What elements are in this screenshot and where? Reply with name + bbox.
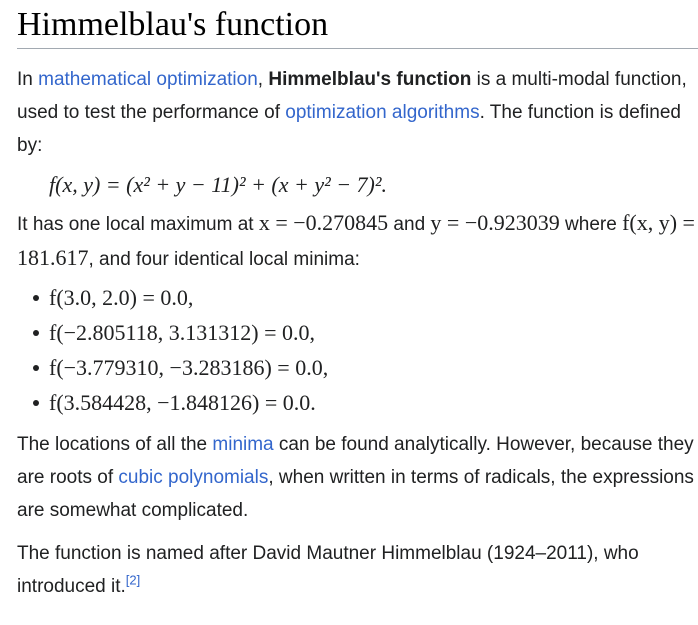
bold-term: Himmelblau's function bbox=[268, 69, 472, 90]
named-paragraph: The function is named after David Mautne… bbox=[17, 543, 639, 597]
max-y-value: y = −0.923039 bbox=[430, 210, 560, 235]
locations-paragraph: The locations of all the minima can be f… bbox=[17, 434, 694, 521]
list-item: f(3.0, 2.0) = 0.0, bbox=[17, 280, 698, 315]
link-optimization-algorithms[interactable]: optimization algorithms bbox=[285, 102, 480, 123]
list-item: f(−2.805118, 3.131312) = 0.0, bbox=[17, 315, 698, 350]
link-minima[interactable]: minima bbox=[212, 434, 274, 455]
minima-list: f(3.0, 2.0) = 0.0, f(−2.805118, 3.131312… bbox=[17, 280, 698, 420]
function-definition: f(x, y) = (x² + y − 11)² + (x + y² − 7)²… bbox=[49, 172, 387, 197]
article: Himmelblau's function In mathematical op… bbox=[17, 0, 698, 603]
max-x-value: x = −0.270845 bbox=[258, 210, 389, 235]
link-mathematical-optimization[interactable]: mathematical optimization bbox=[38, 69, 258, 90]
intro-paragraph: In mathematical optimization, Himmelblau… bbox=[17, 69, 687, 156]
maximum-paragraph: It has one local maximum at x = −0.27084… bbox=[17, 210, 695, 270]
list-item: f(3.584428, −1.848126) = 0.0. bbox=[17, 385, 698, 420]
page-title: Himmelblau's function bbox=[17, 0, 698, 49]
max-f-value: f(x, y) = 181.617 bbox=[17, 210, 695, 270]
list-item: f(−3.779310, −3.283186) = 0.0, bbox=[17, 350, 698, 385]
reference-link[interactable]: [2] bbox=[125, 572, 141, 588]
link-cubic-polynomials[interactable]: cubic polynomials bbox=[118, 467, 269, 488]
